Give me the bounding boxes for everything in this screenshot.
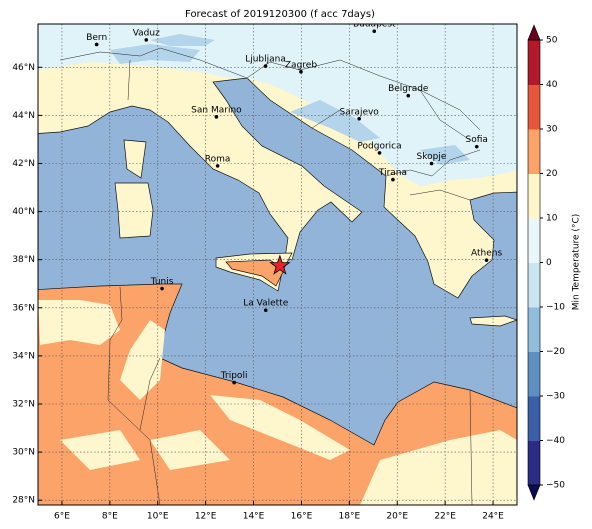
colorbar-tick-label: 10 [546, 214, 558, 224]
cool-patches [110, 34, 470, 165]
city-dot [391, 177, 395, 182]
map-title: Forecast of 2019120300 (f acc 7days) [185, 9, 375, 20]
city-dot [429, 161, 434, 166]
colorbar-tick-label: 40 [546, 80, 558, 90]
city-label: Sarajevo [340, 107, 380, 117]
y-tick-label: 44°N [12, 111, 35, 121]
colorbar-segment [528, 218, 540, 263]
city-label: Bern [86, 33, 107, 43]
x-tick-label: 12°E [195, 512, 217, 522]
city-dot [263, 308, 268, 312]
city-label: La Valette [243, 299, 288, 309]
x-tick-label: 16°E [291, 512, 313, 522]
city-dot [474, 144, 479, 149]
cold-north [38, 24, 517, 186]
crete [469, 315, 517, 327]
corsica [123, 139, 147, 179]
colorbar-segment [528, 262, 540, 308]
colorbar-segment [528, 307, 540, 352]
city-dot [357, 116, 361, 121]
city-dot [214, 115, 219, 119]
city-dot [232, 380, 236, 385]
y-tick-label: 42°N [12, 159, 35, 169]
colorbar-segment [528, 129, 540, 174]
colorbar-tick-label: −50 [546, 481, 565, 491]
y-tick-label: 30°N [12, 448, 35, 458]
x-tick-label: 6°E [54, 512, 70, 522]
colorbar-segment [528, 40, 540, 85]
mild-africa [38, 300, 517, 505]
city-label: Ljubljana [245, 55, 286, 65]
colorbar-segment [528, 173, 540, 219]
colorbar-tick-label: −30 [546, 392, 565, 402]
colorbar-segment [528, 351, 540, 397]
colorbar-tick-label: 20 [546, 169, 558, 179]
colorbar-segment [528, 440, 540, 486]
graticule [38, 24, 517, 505]
city-label: Tirana [378, 168, 407, 178]
city-label: Roma [205, 154, 231, 164]
star-marker [269, 254, 291, 275]
colorbar-label: Min Temperature (°C) [572, 214, 582, 311]
y-tick-label: 28°N [12, 496, 35, 506]
y-tick-label: 46°N [12, 63, 35, 73]
colorbar-tick-label: 0 [546, 258, 552, 268]
x-tick-label: 10°E [147, 512, 169, 522]
y-tick-label: 38°N [12, 255, 35, 265]
x-tick-label: 8°E [102, 512, 118, 522]
colorbar-tick-label: −40 [546, 436, 565, 446]
city-dot [160, 286, 164, 291]
colorbar-over [527, 24, 541, 41]
colorbar-tick-label: −10 [546, 303, 565, 313]
city-label: Sofia [466, 135, 488, 145]
x-tick-label: 24°E [482, 512, 504, 522]
city-label: Budapest [353, 20, 396, 30]
city-label: Belgrade [388, 84, 429, 94]
colorbar-segment [528, 396, 540, 441]
colorbar-tick-label: 30 [546, 125, 558, 135]
city-label: Tunis [150, 277, 174, 287]
city-label: Athens [471, 249, 502, 259]
colorbar-tick-label: 50 [546, 36, 558, 46]
y-tick-label: 34°N [12, 351, 35, 361]
city-dot [215, 164, 220, 168]
city-dot [299, 70, 303, 74]
x-tick-label: 22°E [434, 512, 456, 522]
y-tick-label: 32°N [12, 399, 35, 409]
colorbar-under [527, 484, 541, 501]
city-label: Tripoli [220, 371, 248, 381]
x-tick-label: 18°E [339, 512, 361, 522]
y-tick-label: 40°N [12, 207, 35, 217]
colorbar: −50 −40 −30 −20 −10 0 10 20 30 40 50 [527, 24, 565, 501]
city-dot [144, 38, 149, 42]
map-frame [37, 23, 518, 506]
city-dot [484, 258, 489, 262]
city-label: Vaduz [133, 28, 160, 38]
borders [59, 47, 481, 201]
city-dot [377, 151, 382, 155]
city-label: Skopje [417, 152, 447, 162]
city-label: Zagreb [285, 60, 317, 70]
sardinia [114, 182, 154, 239]
mild-west [38, 62, 230, 106]
y-tick-label: 36°N [12, 303, 35, 313]
city-label: San Marino [191, 105, 242, 115]
city-dot [263, 64, 268, 68]
africa-borders [107, 286, 473, 505]
city-label: Podgorica [357, 141, 401, 151]
colorbar-segment [528, 84, 540, 130]
city-dot [94, 42, 99, 47]
colorbar-tick-label: −20 [546, 347, 565, 357]
city-dot [406, 93, 411, 98]
x-tick-label: 14°E [243, 512, 265, 522]
sicily-warm [225, 259, 285, 287]
axes: 6°E 8°E 10°E 12°E 14°E 16°E 18°E 20°E 22°E 24°E 28… [12, 63, 504, 522]
city-dot [372, 29, 377, 34]
x-tick-label: 20°E [386, 512, 408, 522]
